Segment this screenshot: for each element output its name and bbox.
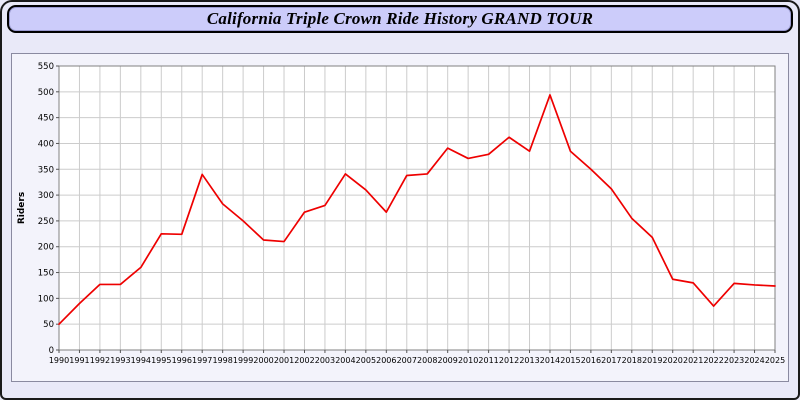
svg-text:2012: 2012 [499, 356, 519, 365]
svg-text:1990: 1990 [49, 356, 69, 365]
svg-text:1998: 1998 [212, 356, 232, 365]
svg-text:1994: 1994 [131, 356, 151, 365]
plot-area [59, 66, 775, 350]
svg-text:2004: 2004 [335, 356, 355, 365]
svg-text:350: 350 [38, 165, 54, 175]
svg-text:2020: 2020 [663, 356, 683, 365]
chart-title-bar: California Triple Crown Ride History GRA… [7, 5, 793, 33]
svg-text:2021: 2021 [683, 356, 703, 365]
svg-text:1997: 1997 [192, 356, 212, 365]
svg-text:2007: 2007 [397, 356, 417, 365]
svg-text:2006: 2006 [376, 356, 396, 365]
plot-border [58, 65, 776, 351]
svg-text:1996: 1996 [172, 356, 192, 365]
svg-text:2024: 2024 [744, 356, 764, 365]
svg-text:1995: 1995 [151, 356, 171, 365]
svg-text:200: 200 [38, 243, 54, 253]
svg-text:2011: 2011 [478, 356, 498, 365]
svg-text:2003: 2003 [315, 356, 335, 365]
svg-text:150: 150 [38, 269, 54, 279]
svg-text:2017: 2017 [601, 356, 621, 365]
y-axis-labels: 0 50 100 150 200 250 300 350 400 450 500 550 [38, 62, 59, 356]
svg-text:2019: 2019 [642, 356, 662, 365]
svg-text:1999: 1999 [233, 356, 253, 365]
riders-series-line [58, 94, 776, 326]
svg-text:2022: 2022 [703, 356, 723, 365]
svg-text:100: 100 [38, 294, 54, 304]
y-axis-title: Riders [17, 192, 27, 224]
svg-text:400: 400 [38, 139, 54, 149]
svg-text:2005: 2005 [356, 356, 376, 365]
svg-text:0: 0 [49, 346, 54, 356]
svg-text:50: 50 [43, 320, 54, 330]
svg-text:300: 300 [38, 191, 54, 201]
svg-text:2016: 2016 [581, 356, 601, 365]
svg-text:1992: 1992 [90, 356, 110, 365]
svg-text:2000: 2000 [253, 356, 273, 365]
svg-text:2025: 2025 [765, 356, 785, 365]
svg-text:450: 450 [38, 114, 54, 124]
svg-text:500: 500 [38, 88, 54, 98]
svg-text:2023: 2023 [724, 356, 744, 365]
svg-text:2009: 2009 [438, 356, 458, 365]
svg-text:2008: 2008 [417, 356, 437, 365]
svg-text:250: 250 [38, 217, 54, 227]
svg-text:2013: 2013 [519, 356, 539, 365]
chart-title: California Triple Crown Ride History GRA… [206, 9, 594, 28]
svg-text:1991: 1991 [69, 356, 89, 365]
chart-container: 0 50 100 150 200 250 300 350 400 450 500 550 1990 199… [11, 53, 789, 382]
svg-text:2015: 2015 [560, 356, 580, 365]
svg-text:1993: 1993 [110, 356, 130, 365]
svg-text:2018: 2018 [622, 356, 642, 365]
svg-text:2014: 2014 [540, 356, 560, 365]
svg-text:550: 550 [38, 62, 54, 72]
svg-text:2002: 2002 [294, 356, 314, 365]
x-axis-labels: 1990 1991 1992 1993 1994 1995 1996 1997 1998 1999… [49, 350, 785, 365]
svg-text:2010: 2010 [458, 356, 478, 365]
svg-text:2001: 2001 [274, 356, 294, 365]
